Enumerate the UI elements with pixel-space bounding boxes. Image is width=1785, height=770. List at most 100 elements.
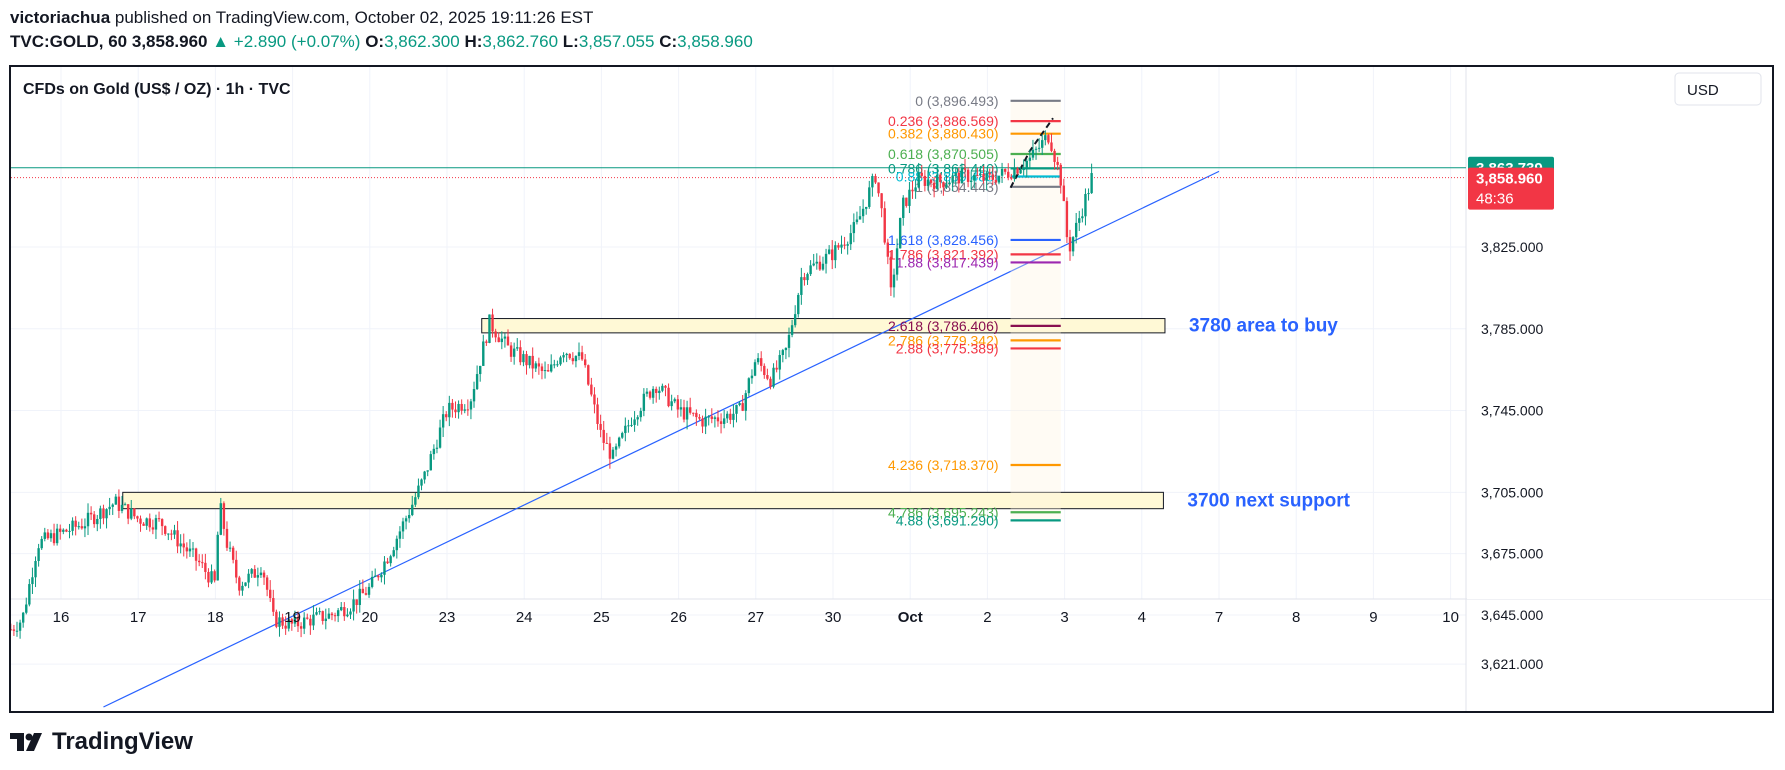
candle-body [1028,157,1032,161]
candle-body [83,526,87,529]
time-tick-label: 30 [825,609,842,626]
candle-body [883,208,886,243]
candle-body [568,353,571,359]
candle-body [824,253,828,264]
candle-body [503,336,507,339]
candle-body [929,179,933,183]
current-price-label: 3,858.960 [1476,171,1543,188]
candle-body [747,378,751,394]
candle-body [750,375,754,379]
candle-body [130,508,133,519]
candle-body [1068,237,1072,252]
candle-body [170,533,173,535]
candle-body [336,610,340,617]
candle-body [262,572,266,578]
candle-body [704,416,707,427]
candle-body [457,403,460,413]
candle-body [176,530,179,547]
zone-label: 3780 area to buy [1189,316,1338,337]
candle-body [426,470,429,472]
candle-body [173,530,176,535]
tradingview-logo[interactable]: TradingView [10,728,193,756]
candle-body [843,244,846,246]
currency-button[interactable]: USD [1674,72,1762,106]
price-tick-label: 3,675.000 [1481,546,1543,562]
candle-body [241,585,244,591]
candle-body [1007,171,1010,178]
candle-body [522,354,525,363]
price-tick-label: 3,705.000 [1481,484,1543,500]
candle-body [1016,168,1019,174]
candle-body [855,219,859,223]
candle-body [478,365,482,375]
candle-body [228,547,232,549]
price-tick-label: 3,621.000 [1481,656,1543,672]
candle-body [519,347,522,363]
time-tick-label: 4 [1138,609,1146,626]
candle-body [979,173,982,176]
candle-body [117,496,121,511]
time-tick-label: 23 [439,609,456,626]
candle-body [253,569,256,578]
candle-body [429,454,432,471]
candle-body [312,614,315,626]
candle-body [642,393,646,411]
candle-body [1044,135,1047,141]
candle-body [238,577,241,591]
candle-body [1047,135,1050,143]
candle-body [676,399,680,410]
candle-body [562,355,565,358]
candle-body [398,531,402,539]
price-axis[interactable]: 3,825.000 3,785.000 3,745.000 3,705.000 3,67… [1467,67,1772,672]
candle-body [716,417,720,422]
candle-body [809,265,812,275]
candle-body [111,504,114,507]
time-tick-label: 2 [983,609,991,626]
candle-body [160,519,164,527]
candle-body [960,168,964,184]
candle-body [719,421,723,424]
candle-body [574,356,578,362]
candle-body [9,629,13,631]
currency-label: USD [1687,82,1719,99]
trendline-group [11,167,1466,708]
candle-body [380,574,383,578]
candle-body [605,442,609,444]
candle-body [976,175,979,177]
candle-body [778,355,781,370]
candle-body [886,242,890,257]
price-tick-label: 3,785.000 [1481,321,1543,337]
candle-body [726,413,729,419]
candle-body [512,348,516,357]
candle-body [614,446,618,450]
candle-body [302,617,306,629]
fib-level-label: 1.786 (3,821.392) [888,246,999,262]
candle-body [219,503,223,535]
author-name[interactable]: victoriachua [10,8,111,27]
candle-body [695,412,698,418]
candle-body [741,403,744,411]
candle-body [154,518,158,530]
candle-body [34,560,37,578]
candle-body [861,208,865,217]
candle-body [651,388,655,398]
candle-body [753,362,757,376]
candle-body [821,263,825,270]
time-axis[interactable]: 16 17 18 19 20 23 24 25 26 27 30 Oct 2 3 4 7 8 9 10 [53,609,1459,626]
candle-body [272,598,275,612]
candle-body [583,359,587,366]
candle-body [630,424,633,426]
candle-body [827,249,831,254]
fibonacci-extension: 0 (3,896.493) 0.236 (3,886.569)0.382 (3,8… [888,93,1061,528]
up-arrow-icon: ▲ [212,32,230,51]
current-price-tag [1468,167,1554,210]
candle-body [142,523,145,526]
candle-body [667,387,670,407]
candle-body [1019,170,1022,174]
candle-body [627,425,630,427]
candle-body [639,410,642,418]
low-label: L: [562,32,579,51]
candle-body [438,427,442,448]
candle-body [837,245,840,248]
price-chart[interactable]: 3780 area to buy 3700 next support 0 (3,8… [9,67,1772,711]
